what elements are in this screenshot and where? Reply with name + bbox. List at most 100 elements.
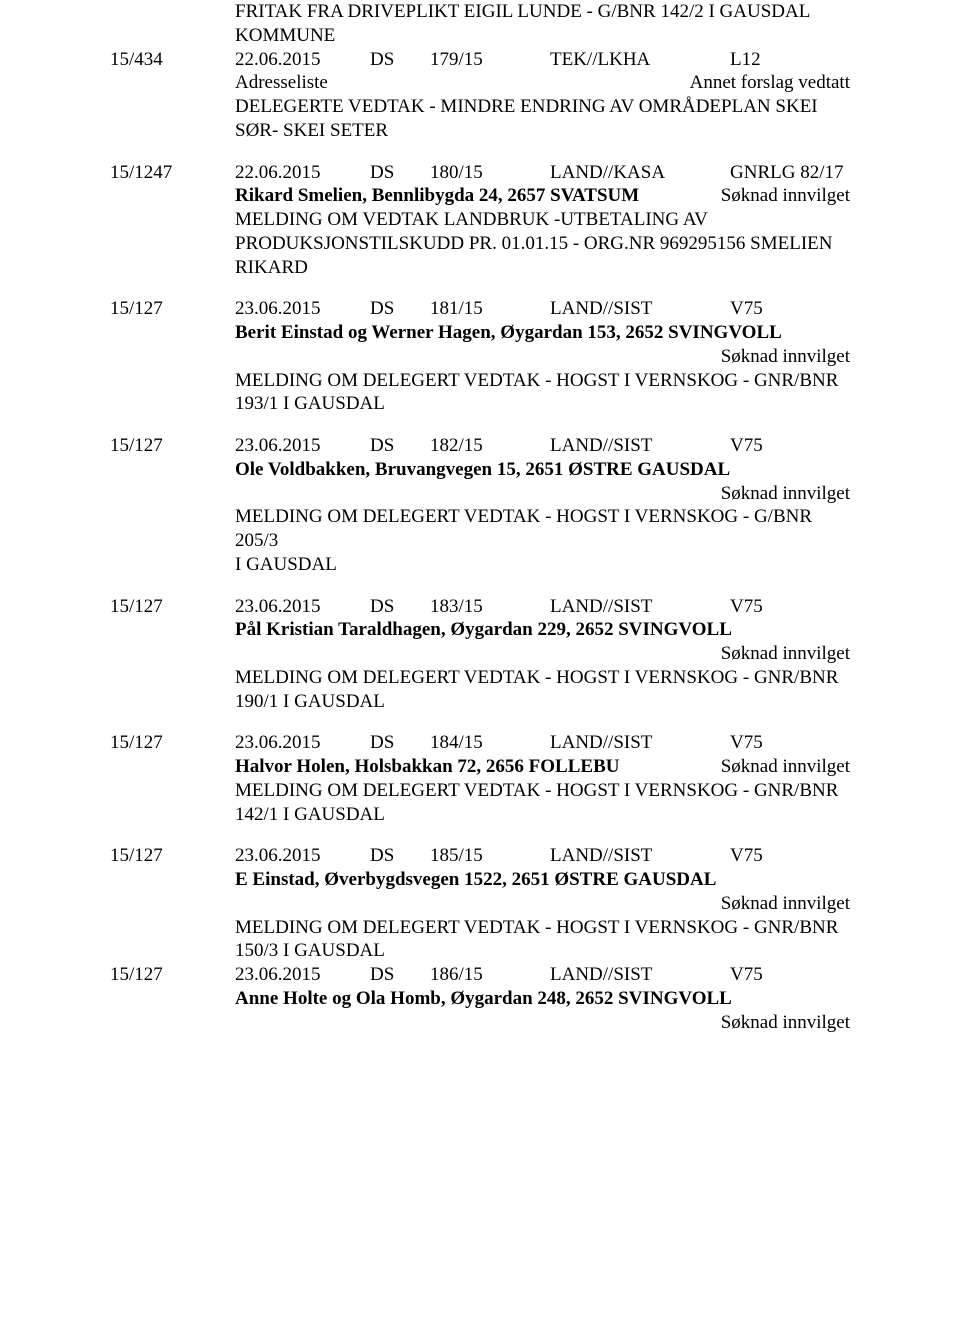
date: 22.06.2015 xyxy=(235,161,370,185)
entry-row: 15/12723.06.2015DS183/15LAND//SISTV75 xyxy=(110,595,850,619)
handler: LAND//KASA xyxy=(550,161,730,185)
case-number: 15/127 xyxy=(110,434,235,458)
status-text: Søknad innvilget xyxy=(721,345,850,369)
entry-preline: KOMMUNE xyxy=(235,24,850,48)
entry-line: MELDING OM DELEGERT VEDTAK - HOGST I VER… xyxy=(235,916,850,940)
handler: LAND//SIST xyxy=(550,297,730,321)
code: GNRLG 82/17 xyxy=(730,161,850,185)
status-text: Søknad innvilget xyxy=(721,1011,850,1035)
doc-type: DS xyxy=(370,48,430,72)
handler: LAND//SIST xyxy=(550,595,730,619)
code: V75 xyxy=(730,595,850,619)
entry-row: 15/124722.06.2015DS180/15LAND//KASAGNRLG… xyxy=(110,161,850,185)
doc-number: 184/15 xyxy=(430,731,550,755)
doc-type: DS xyxy=(370,844,430,868)
entry-row: 15/12723.06.2015DS185/15LAND//SISTV75 xyxy=(110,844,850,868)
case-number: 15/127 xyxy=(110,595,235,619)
doc-type: DS xyxy=(370,434,430,458)
date: 23.06.2015 xyxy=(235,297,370,321)
date: 23.06.2015 xyxy=(235,731,370,755)
handler: LAND//SIST xyxy=(550,434,730,458)
handler: LAND//SIST xyxy=(550,844,730,868)
case-number: 15/1247 xyxy=(110,161,235,185)
entry-line: Anne Holte og Ola Homb, Øygardan 248, 26… xyxy=(235,987,850,1011)
entry-line: DELEGERTE VEDTAK - MINDRE ENDRING AV OMR… xyxy=(235,95,850,119)
code: L12 xyxy=(730,48,850,72)
doc-type: DS xyxy=(370,963,430,987)
date: 23.06.2015 xyxy=(235,963,370,987)
journal-entry: 15/12723.06.2015DS185/15LAND//SISTV75E E… xyxy=(110,844,850,963)
entry-left-text: Adresseliste xyxy=(235,71,328,95)
entry-line: Ole Voldbakken, Bruvangvegen 15, 2651 ØS… xyxy=(235,458,850,482)
document-body: FRITAK FRA DRIVEPLIKT EIGIL LUNDE - G/BN… xyxy=(110,0,850,1034)
entry-row: 15/43422.06.2015DS179/15TEK//LKHAL12 xyxy=(110,48,850,72)
doc-type: DS xyxy=(370,595,430,619)
date: 23.06.2015 xyxy=(235,434,370,458)
doc-number: 182/15 xyxy=(430,434,550,458)
entry-line: 190/1 I GAUSDAL xyxy=(235,690,850,714)
entry-line: 193/1 I GAUSDAL xyxy=(235,392,850,416)
journal-entry: 15/12723.06.2015DS183/15LAND//SISTV75Pål… xyxy=(110,595,850,714)
doc-number: 181/15 xyxy=(430,297,550,321)
journal-entry: 15/12723.06.2015DS181/15LAND//SISTV75Ber… xyxy=(110,297,850,416)
status-text: Søknad innvilget xyxy=(721,482,850,506)
entry-line: MELDING OM VEDTAK LANDBRUK -UTBETALING A… xyxy=(235,208,850,232)
entry-line: 150/3 I GAUSDAL xyxy=(235,939,850,963)
code: V75 xyxy=(730,844,850,868)
code: V75 xyxy=(730,434,850,458)
doc-type: DS xyxy=(370,161,430,185)
doc-number: 186/15 xyxy=(430,963,550,987)
journal-entry: 15/12723.06.2015DS182/15LAND//SISTV75Ole… xyxy=(110,434,850,577)
entry-left-text: Rikard Smelien, Bennlibygda 24, 2657 SVA… xyxy=(235,184,639,208)
entry-line: E Einstad, Øverbygdsvegen 1522, 2651 ØST… xyxy=(235,868,850,892)
handler: TEK//LKHA xyxy=(550,48,730,72)
entry-line: Halvor Holen, Holsbakkan 72, 2656 FOLLEB… xyxy=(235,755,850,779)
doc-number: 183/15 xyxy=(430,595,550,619)
entry-line: Søknad innvilget xyxy=(235,892,850,916)
entry-line: Søknad innvilget xyxy=(235,345,850,369)
entry-row: 15/12723.06.2015DS182/15LAND//SISTV75 xyxy=(110,434,850,458)
entry-line: SØR- SKEI SETER xyxy=(235,119,850,143)
doc-number: 180/15 xyxy=(430,161,550,185)
journal-entry: 15/12723.06.2015DS186/15LAND//SISTV75Ann… xyxy=(110,963,850,1034)
doc-number: 179/15 xyxy=(430,48,550,72)
entry-line: RIKARD xyxy=(235,256,850,280)
entry-line: Søknad innvilget xyxy=(235,482,850,506)
doc-number: 185/15 xyxy=(430,844,550,868)
journal-entry: 15/12723.06.2015DS184/15LAND//SISTV75Hal… xyxy=(110,731,850,826)
status-text: Søknad innvilget xyxy=(721,892,850,916)
entry-preline: FRITAK FRA DRIVEPLIKT EIGIL LUNDE - G/BN… xyxy=(235,0,850,24)
entry-line: Pål Kristian Taraldhagen, Øygardan 229, … xyxy=(235,618,850,642)
entry-line: Adresseliste Annet forslag vedtatt xyxy=(235,71,850,95)
date: 23.06.2015 xyxy=(235,844,370,868)
journal-entry: 15/124722.06.2015DS180/15LAND//KASAGNRLG… xyxy=(110,161,850,280)
entry-row: 15/12723.06.2015DS186/15LAND//SISTV75 xyxy=(110,963,850,987)
date: 22.06.2015 xyxy=(235,48,370,72)
case-number: 15/127 xyxy=(110,963,235,987)
entry-line: MELDING OM DELEGERT VEDTAK - HOGST I VER… xyxy=(235,505,850,553)
case-number: 15/127 xyxy=(110,297,235,321)
entry-line: Rikard Smelien, Bennlibygda 24, 2657 SVA… xyxy=(235,184,850,208)
entry-line: MELDING OM DELEGERT VEDTAK - HOGST I VER… xyxy=(235,666,850,690)
doc-type: DS xyxy=(370,297,430,321)
entry-line: MELDING OM DELEGERT VEDTAK - HOGST I VER… xyxy=(235,369,850,393)
entry-line: MELDING OM DELEGERT VEDTAK - HOGST I VER… xyxy=(235,779,850,803)
entry-line: Søknad innvilget xyxy=(235,1011,850,1035)
case-number: 15/127 xyxy=(110,731,235,755)
entry-row: 15/12723.06.2015DS184/15LAND//SISTV75 xyxy=(110,731,850,755)
date: 23.06.2015 xyxy=(235,595,370,619)
entry-line: Berit Einstad og Werner Hagen, Øygardan … xyxy=(235,321,850,345)
status-text: Annet forslag vedtatt xyxy=(690,71,850,95)
journal-entry: FRITAK FRA DRIVEPLIKT EIGIL LUNDE - G/BN… xyxy=(110,0,850,143)
entry-row: 15/12723.06.2015DS181/15LAND//SISTV75 xyxy=(110,297,850,321)
handler: LAND//SIST xyxy=(550,731,730,755)
status-text: Søknad innvilget xyxy=(721,184,850,208)
entry-line: PRODUKSJONSTILSKUDD PR. 01.01.15 - ORG.N… xyxy=(235,232,850,256)
case-number: 15/434 xyxy=(110,48,235,72)
code: V75 xyxy=(730,297,850,321)
entry-line: Søknad innvilget xyxy=(235,642,850,666)
doc-type: DS xyxy=(370,731,430,755)
entry-line: I GAUSDAL xyxy=(235,553,850,577)
code: V75 xyxy=(730,731,850,755)
case-number: 15/127 xyxy=(110,844,235,868)
